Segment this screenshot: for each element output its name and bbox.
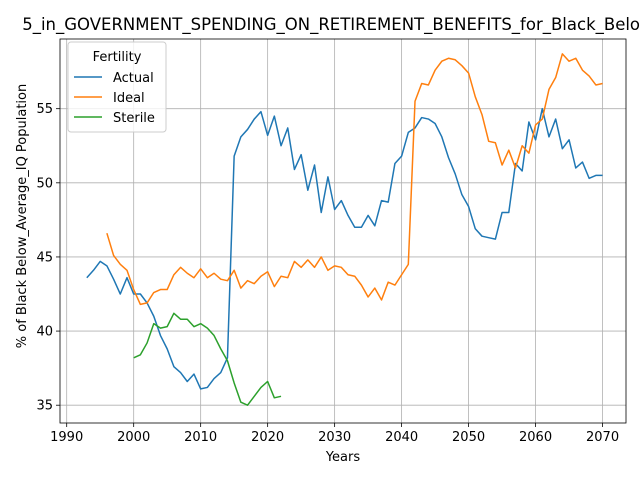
legend-box	[67, 41, 167, 133]
y-tick-label: 50	[36, 176, 53, 191]
x-tick-label: 2030	[318, 430, 351, 445]
legend: Fertility Actual Ideal Sterile	[67, 41, 167, 133]
y-tick-label: 55	[36, 102, 53, 117]
x-axis-label: Years	[325, 450, 361, 465]
legend-title: Fertility	[93, 50, 142, 65]
x-tick-label: 2040	[385, 430, 418, 445]
x-tick-label: 2060	[519, 430, 552, 445]
x-tick-label: 2010	[184, 430, 217, 445]
grid	[60, 39, 626, 423]
chart-title: 5_in_GOVERNMENT_SPENDING_ON_RETIREMENT_B…	[22, 15, 640, 35]
plot-frame	[59, 38, 627, 424]
x-tick-label: 2050	[452, 430, 485, 445]
legend-label-sterile: Sterile	[113, 111, 155, 126]
legend-label-ideal: Ideal	[113, 91, 145, 106]
y-tick-label: 45	[36, 250, 53, 265]
x-tick-label: 2020	[251, 430, 284, 445]
y-tick-label: 40	[36, 325, 53, 340]
x-tick-label: 2070	[586, 430, 619, 445]
x-axis: 1990 2000 2010 2020 2030 2040 2050 2060 2070	[50, 423, 619, 445]
series-line-ideal	[106, 53, 603, 306]
series-line-sterile	[133, 312, 282, 406]
legend-entries: Actual Ideal Sterile	[74, 71, 155, 126]
legend-label-actual: Actual	[113, 71, 154, 86]
series-layer	[86, 53, 603, 406]
y-tick-label: 35	[36, 399, 53, 414]
y-axis: 35 40 45 50 55	[36, 102, 60, 414]
y-axis-label: % of Black Below_Average_IQ Population	[15, 84, 30, 348]
x-tick-label: 1990	[50, 430, 83, 445]
x-tick-label: 2000	[117, 430, 150, 445]
